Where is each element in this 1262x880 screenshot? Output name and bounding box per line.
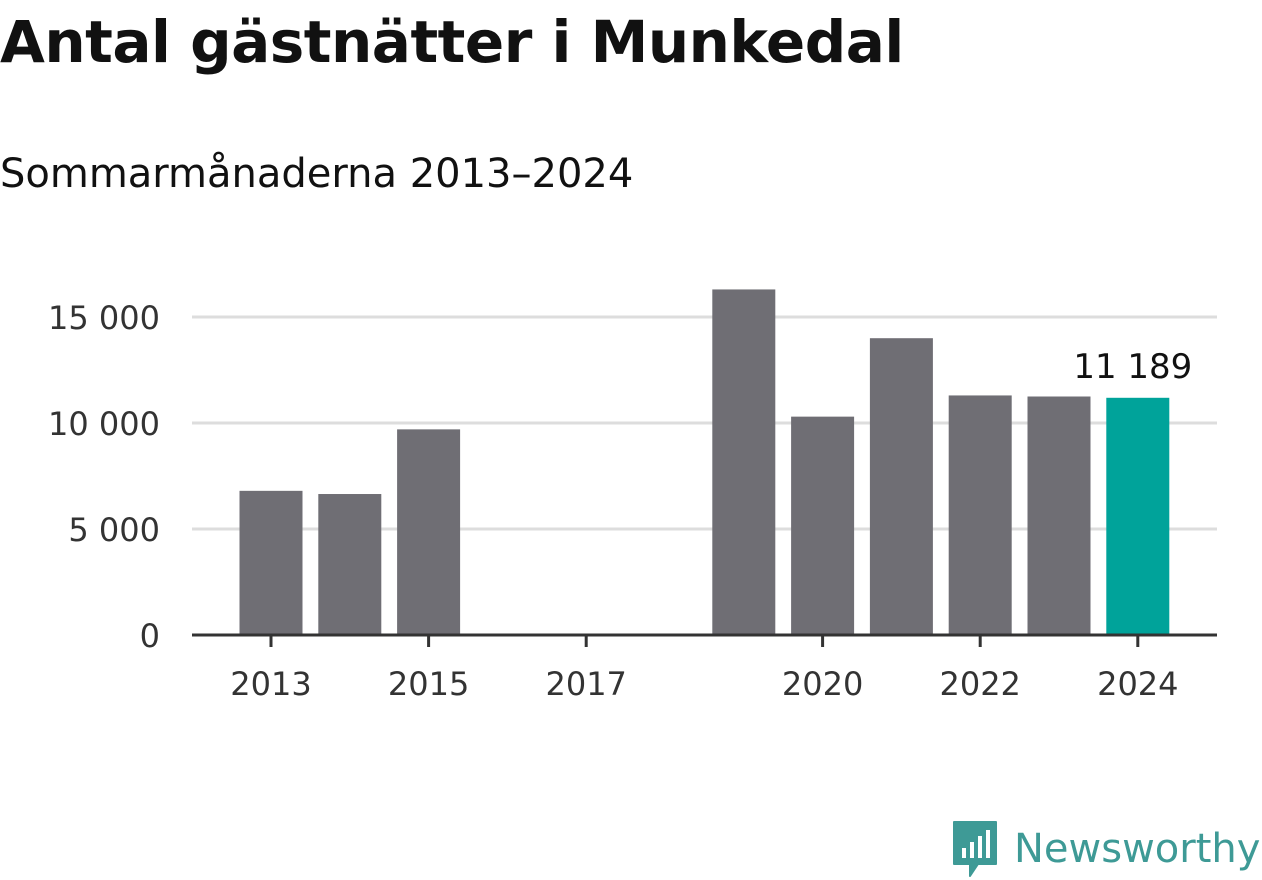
x-tick-label: 2015	[388, 665, 469, 703]
value-label: 11 189	[1073, 347, 1192, 387]
bar-2013	[239, 490, 303, 635]
y-tick-label: 15 000	[48, 299, 160, 337]
bar-2022	[948, 395, 1012, 635]
x-tick-label: 2022	[939, 665, 1020, 703]
labels: 0 5 000 10 000 15 000 2013 2015 2017 2020 2022 20…	[48, 299, 1192, 703]
bar-2015	[397, 429, 461, 635]
x-tick-label: 2013	[230, 665, 311, 703]
chart-title: Antal gästnätter i Munkedal	[0, 8, 904, 76]
y-tick-label: 0	[140, 617, 160, 655]
bar-2024	[1106, 397, 1170, 635]
bars	[239, 289, 1170, 635]
x-tick-label: 2020	[782, 665, 863, 703]
y-tick-label: 5 000	[68, 511, 160, 549]
newsworthy-logo-text: Newsworthy	[1014, 826, 1261, 872]
chart-subtitle: Sommarmånaderna 2013–2024	[0, 151, 634, 197]
newsworthy-logo-icon	[953, 821, 997, 877]
bar-2020	[791, 416, 855, 635]
x-tick-label: 2017	[545, 665, 626, 703]
y-tick-label: 10 000	[48, 405, 160, 443]
axes	[192, 633, 1217, 647]
bar-2023	[1027, 396, 1091, 635]
newsworthy-logo: Newsworthy	[950, 818, 1260, 880]
bar-2014	[318, 494, 382, 635]
bar-2019	[712, 289, 776, 635]
x-tick-label: 2024	[1097, 665, 1178, 703]
bar-2021	[869, 338, 933, 635]
